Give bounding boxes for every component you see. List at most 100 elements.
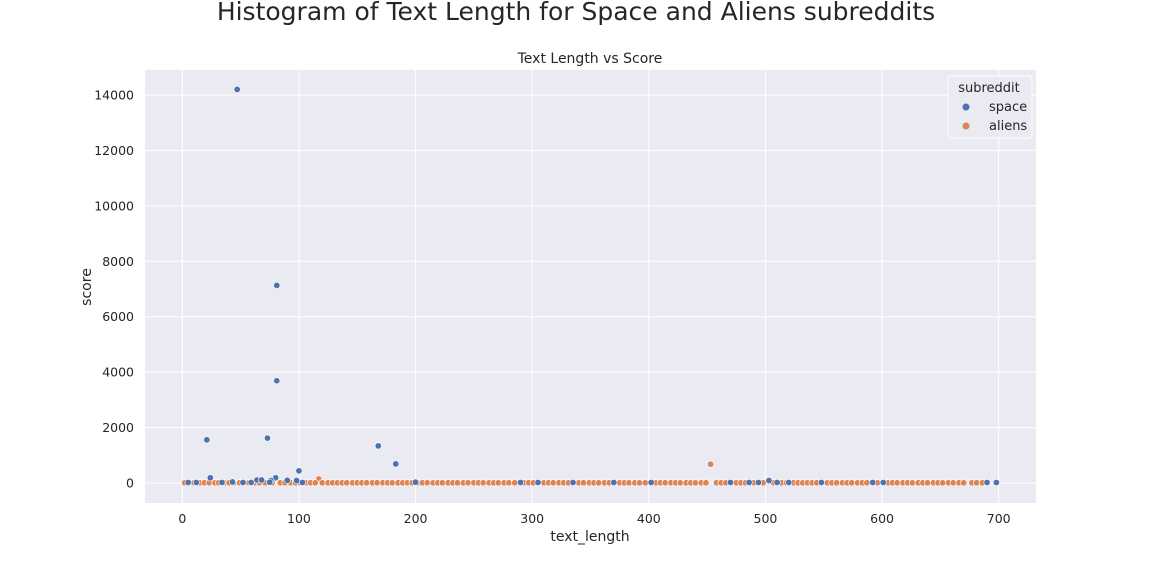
point-space xyxy=(228,478,236,486)
point-space xyxy=(534,478,542,486)
point-space xyxy=(726,478,734,486)
y-tick-label: 0 xyxy=(126,476,134,491)
plot-area xyxy=(145,70,1036,503)
point-space xyxy=(206,474,214,482)
point-aliens xyxy=(939,479,947,487)
x-tick-label: 700 xyxy=(987,511,1011,526)
legend-box xyxy=(947,75,1033,139)
point-space xyxy=(266,478,274,486)
point-space xyxy=(258,476,266,484)
point-aliens xyxy=(924,479,932,487)
y-tick-label: 4000 xyxy=(102,365,134,380)
point-aliens xyxy=(949,479,957,487)
point-aliens xyxy=(423,479,431,487)
point-aliens xyxy=(454,479,462,487)
point-aliens xyxy=(494,479,502,487)
point-aliens xyxy=(511,479,519,487)
point-space xyxy=(785,478,793,486)
point-aliens xyxy=(641,479,649,487)
y-tick-label: 14000 xyxy=(94,87,134,102)
point-aliens xyxy=(661,479,669,487)
point-space xyxy=(293,477,301,485)
point-aliens xyxy=(707,460,715,468)
point-space xyxy=(295,467,303,475)
point-aliens xyxy=(702,479,710,487)
point-aliens xyxy=(833,479,841,487)
point-space xyxy=(273,377,281,385)
x-tick-label: 600 xyxy=(870,511,894,526)
x-tick-label: 500 xyxy=(754,511,778,526)
point-aliens xyxy=(625,479,633,487)
point-space xyxy=(247,478,255,486)
point-space xyxy=(374,442,382,450)
point-space xyxy=(184,478,192,486)
point-aliens xyxy=(848,479,856,487)
point-space xyxy=(233,85,241,93)
point-space xyxy=(610,478,618,486)
point-space xyxy=(992,478,1000,486)
point-space xyxy=(192,478,200,486)
point-aliens xyxy=(363,479,371,487)
point-space xyxy=(983,478,991,486)
point-space xyxy=(517,478,525,486)
point-space xyxy=(879,478,887,486)
x-tick-label: 0 xyxy=(178,511,186,526)
point-aliens xyxy=(549,479,557,487)
x-tick-labels: 0 100 200 300 400 500 600 700 xyxy=(178,511,1010,526)
y-tick-label: 2000 xyxy=(102,420,134,435)
point-aliens xyxy=(595,479,603,487)
point-aliens xyxy=(311,479,319,487)
chart-title: Text Length vs Score xyxy=(517,51,663,67)
legend-label-space: space xyxy=(989,100,1027,115)
y-tick-label: 6000 xyxy=(102,309,134,324)
point-space xyxy=(273,281,281,289)
point-aliens xyxy=(908,479,916,487)
legend: subreddit space aliens xyxy=(947,75,1033,139)
point-space xyxy=(765,477,773,485)
point-space xyxy=(745,478,753,486)
point-aliens xyxy=(343,479,351,487)
point-space xyxy=(203,436,211,444)
legend-marker-space xyxy=(962,103,970,111)
figure-title: Histogram of Text Length for Space and A… xyxy=(217,0,935,26)
point-aliens xyxy=(580,479,588,487)
point-space xyxy=(569,478,577,486)
point-aliens xyxy=(479,479,487,487)
point-aliens xyxy=(973,479,981,487)
point-aliens xyxy=(318,479,326,487)
point-space xyxy=(239,478,247,486)
x-tick-label: 100 xyxy=(287,511,311,526)
point-aliens xyxy=(505,479,513,487)
point-aliens xyxy=(373,479,381,487)
point-aliens xyxy=(863,479,871,487)
point-space xyxy=(869,478,877,486)
point-aliens xyxy=(388,479,396,487)
y-axis-label: score xyxy=(79,268,95,306)
x-tick-label: 300 xyxy=(520,511,544,526)
data-points xyxy=(181,85,1000,487)
y-tick-label: 10000 xyxy=(94,198,134,213)
x-tick-label: 400 xyxy=(637,511,661,526)
point-aliens xyxy=(676,479,684,487)
point-aliens xyxy=(691,479,699,487)
point-space xyxy=(218,478,226,486)
x-tick-label: 200 xyxy=(404,511,428,526)
point-space xyxy=(283,476,291,484)
point-space xyxy=(817,478,825,486)
point-space xyxy=(263,434,271,442)
point-space xyxy=(298,478,306,486)
x-axis-label: text_length xyxy=(550,529,629,545)
y-tick-label: 12000 xyxy=(94,143,134,158)
legend-marker-aliens xyxy=(962,122,970,130)
point-space xyxy=(773,478,781,486)
legend-label-aliens: aliens xyxy=(989,119,1027,134)
point-space xyxy=(412,478,420,486)
point-aliens xyxy=(464,479,472,487)
point-aliens xyxy=(960,479,968,487)
y-tick-labels: 0 2000 4000 6000 8000 10000 12000 14000 xyxy=(94,87,134,490)
point-aliens xyxy=(438,479,446,487)
y-tick-label: 8000 xyxy=(102,254,134,269)
point-space xyxy=(392,460,400,468)
point-space xyxy=(647,478,655,486)
